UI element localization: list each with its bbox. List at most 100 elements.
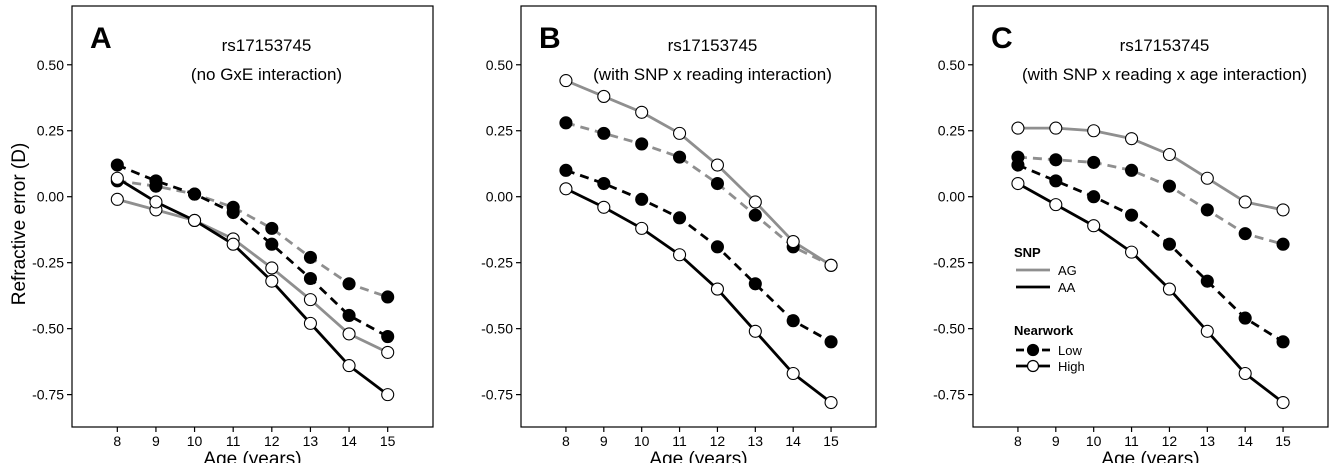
x-tick-label: 8 [1014,433,1022,449]
legend-nearwork-title: Nearwork [1014,323,1074,338]
panel-a-frame [71,5,434,428]
point-ag-high [635,105,649,119]
point-aa-high [1200,324,1214,338]
x-tick-label: 8 [562,433,570,449]
point-ag-low [748,208,762,222]
point-ag-low [559,116,573,130]
y-tick-label: -0.50 [32,321,64,337]
point-ag-low [710,176,724,191]
point-ag-low [1200,203,1214,217]
x-tick-label: 14 [785,433,801,449]
point-ag-low [597,126,611,140]
point-ag-low [1125,163,1139,177]
series-line-aa-low [1017,163,1284,344]
point-ag-low [1162,179,1176,193]
point-aa-low [1049,174,1063,188]
point-aa-low [110,158,124,172]
series-line-aa-high [116,177,389,396]
point-ag-high [110,192,124,206]
point-aa-low [303,271,317,286]
panel-a-x-axis-label: Age (years) [203,449,301,463]
point-aa-low [1238,311,1252,325]
y-tick-label: -0.25 [481,255,513,271]
point-aa-high [559,182,573,196]
point-aa-high [1049,198,1063,212]
point-aa-low [1162,237,1176,251]
y-tick-label: -0.25 [933,255,965,271]
point-aa-low [786,314,800,328]
x-tick-label: 12 [710,433,726,449]
y-tick-label: 0.00 [37,189,64,205]
x-tick-label: 11 [672,433,687,449]
point-aa-high [110,171,124,185]
series-line-ag-high [565,79,832,267]
x-tick-label: 13 [748,433,764,449]
point-aa-high [1238,366,1252,381]
y-tick-label: 0.50 [486,57,513,73]
x-tick-label: 10 [1086,433,1102,449]
x-tick-label: 11 [1124,433,1139,449]
legend-nearwork-high-marker [1026,359,1040,373]
point-aa-high [1087,219,1101,233]
point-ag-high [1049,121,1063,135]
point-aa-high [748,324,762,338]
panel-c-subtitle: (with SNP x reading x age interaction) [1022,65,1307,84]
x-tick-label: 9 [1052,433,1060,449]
y-tick-label: -0.50 [933,321,965,337]
series-line-aa-high [1017,182,1284,404]
point-ag-low [265,221,279,235]
panel-a-subtitle: (no GxE interaction) [191,65,342,84]
panel-b-x-axis-label: Age (years) [649,449,747,463]
point-ag-low [635,137,649,151]
point-aa-low [188,187,202,201]
point-aa-low [342,308,356,323]
point-aa-high [786,366,800,381]
point-ag-high [342,327,356,341]
point-aa-low [824,335,838,349]
point-ag-low [381,290,395,304]
point-aa-high [1011,176,1025,191]
point-ag-low [1087,155,1101,169]
y-axis-label: Refractive error (D) [9,143,30,306]
x-tick-label: 8 [113,433,121,449]
point-ag-high [748,195,762,209]
point-ag-low [303,250,317,264]
point-ag-high [265,261,279,275]
x-tick-label: 15 [380,433,396,449]
point-ag-high [673,126,687,140]
point-aa-high [1162,282,1176,296]
x-tick-label: 9 [152,433,160,449]
point-aa-low [1011,158,1025,172]
panel-a-letter: A [90,22,112,55]
point-aa-low [597,176,611,191]
legend: SNP AG AA Nearwork Low High [1014,245,1085,374]
point-ag-high [1011,121,1025,135]
panel-c-frame [972,5,1329,428]
point-aa-high [381,388,395,402]
point-aa-high [597,200,611,214]
point-aa-low [265,237,279,251]
x-tick-label: 14 [1237,433,1253,449]
panel-b-frame [520,5,877,428]
point-ag-high [303,293,317,307]
y-tick-label: 0.00 [486,189,513,205]
legend-snp-aa-label: AA [1058,280,1076,295]
series-line-ag-high [116,197,389,354]
series-line-aa-high [565,187,832,404]
series-line-aa-low [565,169,832,344]
point-aa-high [635,221,649,235]
point-ag-high [786,235,800,249]
legend-snp-title: SNP [1014,245,1041,260]
point-aa-high [710,282,724,296]
point-aa-low [1125,208,1139,222]
x-tick-label: 9 [600,433,608,449]
y-tick-label: -0.75 [32,387,64,403]
panel-c-title: rs17153745 [1120,36,1210,55]
point-aa-low [1200,274,1214,288]
panel-b-subtitle: (with SNP x reading interaction) [593,65,832,84]
legend-snp-ag-label: AG [1058,263,1077,278]
point-ag-low [673,150,687,164]
x-tick-label: 10 [187,433,203,449]
